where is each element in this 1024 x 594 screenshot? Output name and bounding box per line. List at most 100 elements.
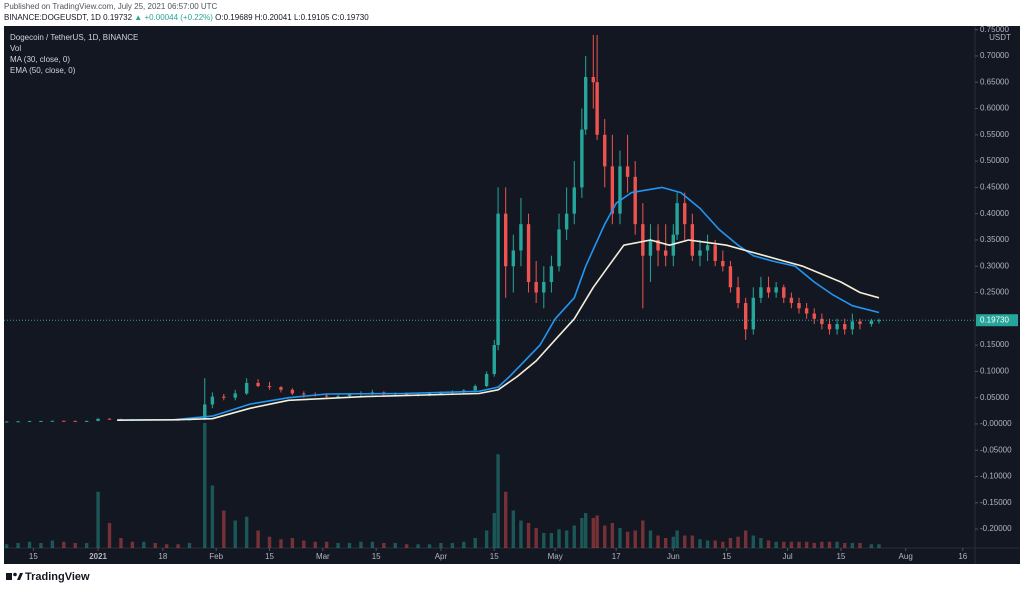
chart-title: Dogecoin / TetherUS, 1D, BINANCE — [10, 33, 138, 42]
candle-body — [73, 420, 77, 422]
open-value: O:0.19689 — [215, 13, 253, 22]
candle-body — [610, 166, 615, 214]
volume-bar — [233, 520, 237, 548]
volume-bar — [511, 510, 516, 548]
candle-body — [648, 239, 653, 256]
x-tick-label: 15 — [372, 552, 381, 561]
y-tick-label: 0.05000 — [980, 393, 1009, 402]
x-tick-label: 16 — [958, 552, 967, 561]
x-tick-label: Mar — [316, 552, 330, 561]
volume-bar — [222, 510, 226, 548]
volume-bar — [302, 540, 306, 548]
candle-body — [290, 389, 295, 394]
volume-bar — [416, 544, 420, 548]
volume-bar — [519, 520, 523, 548]
candle-body — [302, 393, 306, 395]
candle-body — [671, 234, 676, 256]
y-tick-label: 0.25000 — [980, 288, 1009, 297]
candle-body — [736, 287, 740, 304]
volume-bar — [827, 541, 832, 548]
volume-bar — [580, 518, 584, 548]
volume-bar — [804, 541, 809, 548]
last-price-label: 0.19730 — [980, 315, 1009, 324]
y-tick-label: 0.15000 — [980, 340, 1009, 349]
volume-bar — [256, 530, 260, 548]
candle-body — [797, 303, 801, 309]
candle-body — [827, 324, 832, 330]
volume-bar — [450, 543, 455, 548]
x-tick-label: 15 — [265, 552, 274, 561]
symbol-line: BINANCE:DOGEUSDT, 1D 0.19732 ▲ +0.00044 … — [4, 13, 369, 22]
candle-body — [557, 229, 561, 267]
legend-entry: EMA (50, close, 0) — [10, 66, 76, 75]
candle-body — [618, 166, 622, 214]
y-tick-label: 0.40000 — [980, 209, 1009, 218]
volume-bar — [595, 515, 599, 548]
candle-body — [496, 213, 500, 346]
y-tick-label: 0.45000 — [980, 182, 1009, 191]
candle-body — [484, 374, 489, 387]
y-tick-label: -0.05000 — [980, 445, 1012, 454]
indicator-line — [117, 186, 880, 421]
volume-bar — [766, 540, 771, 548]
legend-entry: MA (30, close, 0) — [10, 55, 70, 64]
volume-bar — [721, 541, 725, 548]
candle-body — [843, 324, 847, 330]
volume-bar — [705, 540, 710, 548]
candle-body — [683, 203, 687, 225]
candle-body — [850, 321, 855, 330]
x-tick-label: 15 — [29, 552, 38, 561]
candle-body — [595, 82, 599, 135]
volume-bar — [176, 544, 180, 548]
volume-bar — [210, 485, 215, 548]
volume-bar — [690, 535, 695, 548]
candle-body — [96, 418, 100, 421]
candle-body — [705, 245, 710, 251]
candle-body — [336, 396, 340, 398]
candle-body — [233, 393, 237, 398]
y-tick-label: 0.35000 — [980, 235, 1009, 244]
y-tick-label: 0.70000 — [980, 51, 1009, 60]
volume-bar — [484, 530, 489, 548]
candle-body — [656, 239, 660, 251]
volume-bar — [279, 539, 283, 548]
volume-bar — [73, 543, 77, 548]
volume-bar — [625, 531, 630, 548]
candle-body — [324, 395, 329, 397]
volume-bar — [27, 541, 32, 548]
x-tick-label: 17 — [612, 552, 621, 561]
candle-body — [820, 318, 824, 325]
volume-bar — [542, 533, 546, 548]
candle-body — [503, 213, 508, 267]
volume-bar — [618, 528, 622, 548]
candle-body — [743, 303, 748, 330]
candle-body — [534, 282, 538, 293]
volume-bar — [16, 543, 20, 548]
volume-bar — [526, 523, 531, 548]
candle-body — [256, 382, 260, 387]
candle-body — [16, 421, 20, 423]
volume-bar — [503, 491, 508, 548]
volume-bar — [62, 541, 66, 548]
candle-body — [877, 320, 881, 322]
volume-bar — [427, 544, 432, 548]
candle-body — [519, 224, 523, 251]
volume-bar — [119, 538, 123, 548]
symbol: BINANCE:DOGEUSDT, 1D — [4, 13, 101, 22]
candle-body — [4, 421, 9, 423]
volume-bar — [728, 538, 733, 548]
candle-body — [347, 394, 352, 397]
candle-body — [572, 187, 576, 214]
volume-bar — [84, 543, 89, 548]
candle-body — [583, 76, 588, 130]
volume-bar — [789, 541, 794, 548]
candle-body — [812, 313, 816, 319]
volume-bar — [843, 543, 847, 548]
volume-bar — [858, 543, 862, 548]
y-tick-label: 0.55000 — [980, 130, 1009, 139]
volume-bar — [549, 533, 554, 548]
volume-bar — [603, 525, 607, 548]
volume-bar — [820, 541, 824, 548]
x-tick-label: 18 — [158, 552, 167, 561]
candle-body — [203, 404, 207, 420]
